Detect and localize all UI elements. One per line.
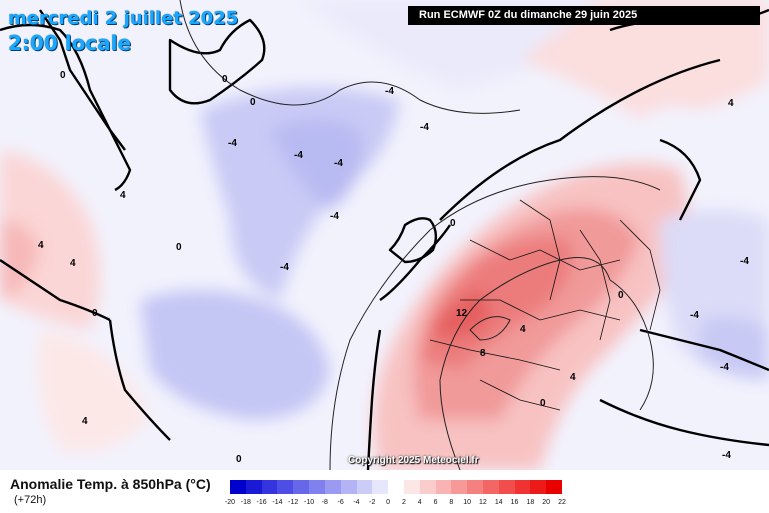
scale-tick-label: 10 xyxy=(463,499,472,506)
color-swatch xyxy=(514,480,531,494)
scale-tick-label: -10 xyxy=(303,499,315,506)
copyright-text: Copyright 2025 Meteociel.fr xyxy=(348,455,479,466)
scale-tick-label: 16 xyxy=(510,499,519,506)
scale-tick-label: 8 xyxy=(449,499,454,506)
isotherms xyxy=(179,0,661,470)
color-swatch xyxy=(498,480,515,494)
scale-tick-label: 0 xyxy=(386,499,391,506)
color-swatch xyxy=(467,480,483,494)
contour-label: 4 xyxy=(120,190,126,201)
contour-label: 4 xyxy=(38,240,44,251)
scale-tick-label: -16 xyxy=(256,499,267,506)
color-scale xyxy=(230,480,563,494)
contour-label: -4 xyxy=(294,150,303,161)
contour-label: -4 xyxy=(280,262,289,273)
forecast-date: mercredi 2 juillet 2025 xyxy=(8,8,239,29)
scale-tick-label: 14 xyxy=(494,499,503,506)
color-swatch xyxy=(309,480,325,494)
contour-label: 0 xyxy=(450,218,456,229)
color-swatch xyxy=(372,480,389,494)
color-swatch xyxy=(324,480,341,494)
model-run-label: Run ECMWF 0Z du dimanche 29 juin 2025 xyxy=(408,6,760,25)
color-swatch xyxy=(388,480,404,494)
color-swatch xyxy=(277,480,294,494)
contour-label: -4 xyxy=(690,310,699,321)
color-swatch xyxy=(230,480,246,494)
contour-label: -4 xyxy=(385,86,394,97)
color-swatch xyxy=(245,480,262,494)
scale-tick-label: 20 xyxy=(542,499,551,506)
scale-tick-label: 2 xyxy=(401,499,406,506)
contour-label: -4 xyxy=(722,450,731,461)
anomaly-field xyxy=(0,0,769,470)
contour-label: -4 xyxy=(334,158,343,169)
scale-tick-label: 12 xyxy=(479,499,487,506)
contour-label: 4 xyxy=(70,258,76,269)
scale-tick-label: 6 xyxy=(433,499,438,506)
temperature-anomaly-map: -4 -4 -4 -4 -4 -4 -4 -4 -4 -4 -4 0 0 0 0… xyxy=(0,0,769,470)
color-swatch xyxy=(483,480,499,494)
scale-tick-label: -4 xyxy=(353,499,360,506)
contour-label: 4 xyxy=(520,324,526,335)
color-swatch xyxy=(340,480,357,494)
contour-label: -4 xyxy=(740,256,749,267)
legend-title: Anomalie Temp. à 850hPa (°C) xyxy=(10,476,211,492)
contour-labels: -4 -4 -4 -4 -4 -4 -4 -4 -4 -4 -4 0 0 0 0… xyxy=(38,70,749,465)
contour-label: 0 xyxy=(618,290,624,301)
contour-label: 0 xyxy=(236,454,242,465)
color-swatch xyxy=(419,480,436,494)
scale-tick-label: 18 xyxy=(526,499,535,506)
contour-label: 4 xyxy=(82,416,88,427)
contour-label: 0 xyxy=(540,398,546,409)
contour-label: 0 xyxy=(250,97,256,108)
scale-tick-label: -2 xyxy=(369,499,376,506)
scale-tick-label: -12 xyxy=(288,499,299,506)
contour-label: 4 xyxy=(570,372,576,383)
scale-tick-label: -8 xyxy=(321,499,328,506)
contour-label: 0 xyxy=(176,242,182,253)
color-swatch xyxy=(546,480,563,494)
contour-label: 4 xyxy=(728,98,734,109)
scale-tick-label: -20 xyxy=(224,499,236,506)
color-swatch xyxy=(530,480,547,494)
color-scale-labels: -20 -18 -16 -14 -12 -10 -8 -6 -4 -2 0 2 4 6 8 10 12 14 16 1… xyxy=(225,499,566,509)
scale-tick-label: 22 xyxy=(558,499,566,506)
scale-tick-label: -6 xyxy=(337,499,344,506)
contour-label: 0 xyxy=(60,70,66,81)
scale-tick-label: -18 xyxy=(240,499,251,506)
color-swatch xyxy=(451,480,468,494)
contour-label: 8 xyxy=(480,348,486,359)
contour-label: -4 xyxy=(720,362,729,373)
contour-label: 0 xyxy=(92,308,98,319)
color-swatch xyxy=(261,480,278,494)
contour-label: -4 xyxy=(420,122,429,133)
lead-time: (+72h) xyxy=(14,494,47,506)
forecast-time: 2:00 locale xyxy=(8,31,132,55)
contour-label: 0 xyxy=(222,74,228,85)
color-swatch xyxy=(403,480,420,494)
color-swatch xyxy=(293,480,310,494)
color-swatch xyxy=(356,480,373,494)
scale-tick-label: -14 xyxy=(272,499,283,506)
contour-label: -4 xyxy=(330,211,339,222)
scale-tick-label: 4 xyxy=(417,499,422,506)
contour-label: -4 xyxy=(228,138,237,149)
color-swatch xyxy=(435,480,452,494)
contour-label: 12 xyxy=(456,308,468,319)
